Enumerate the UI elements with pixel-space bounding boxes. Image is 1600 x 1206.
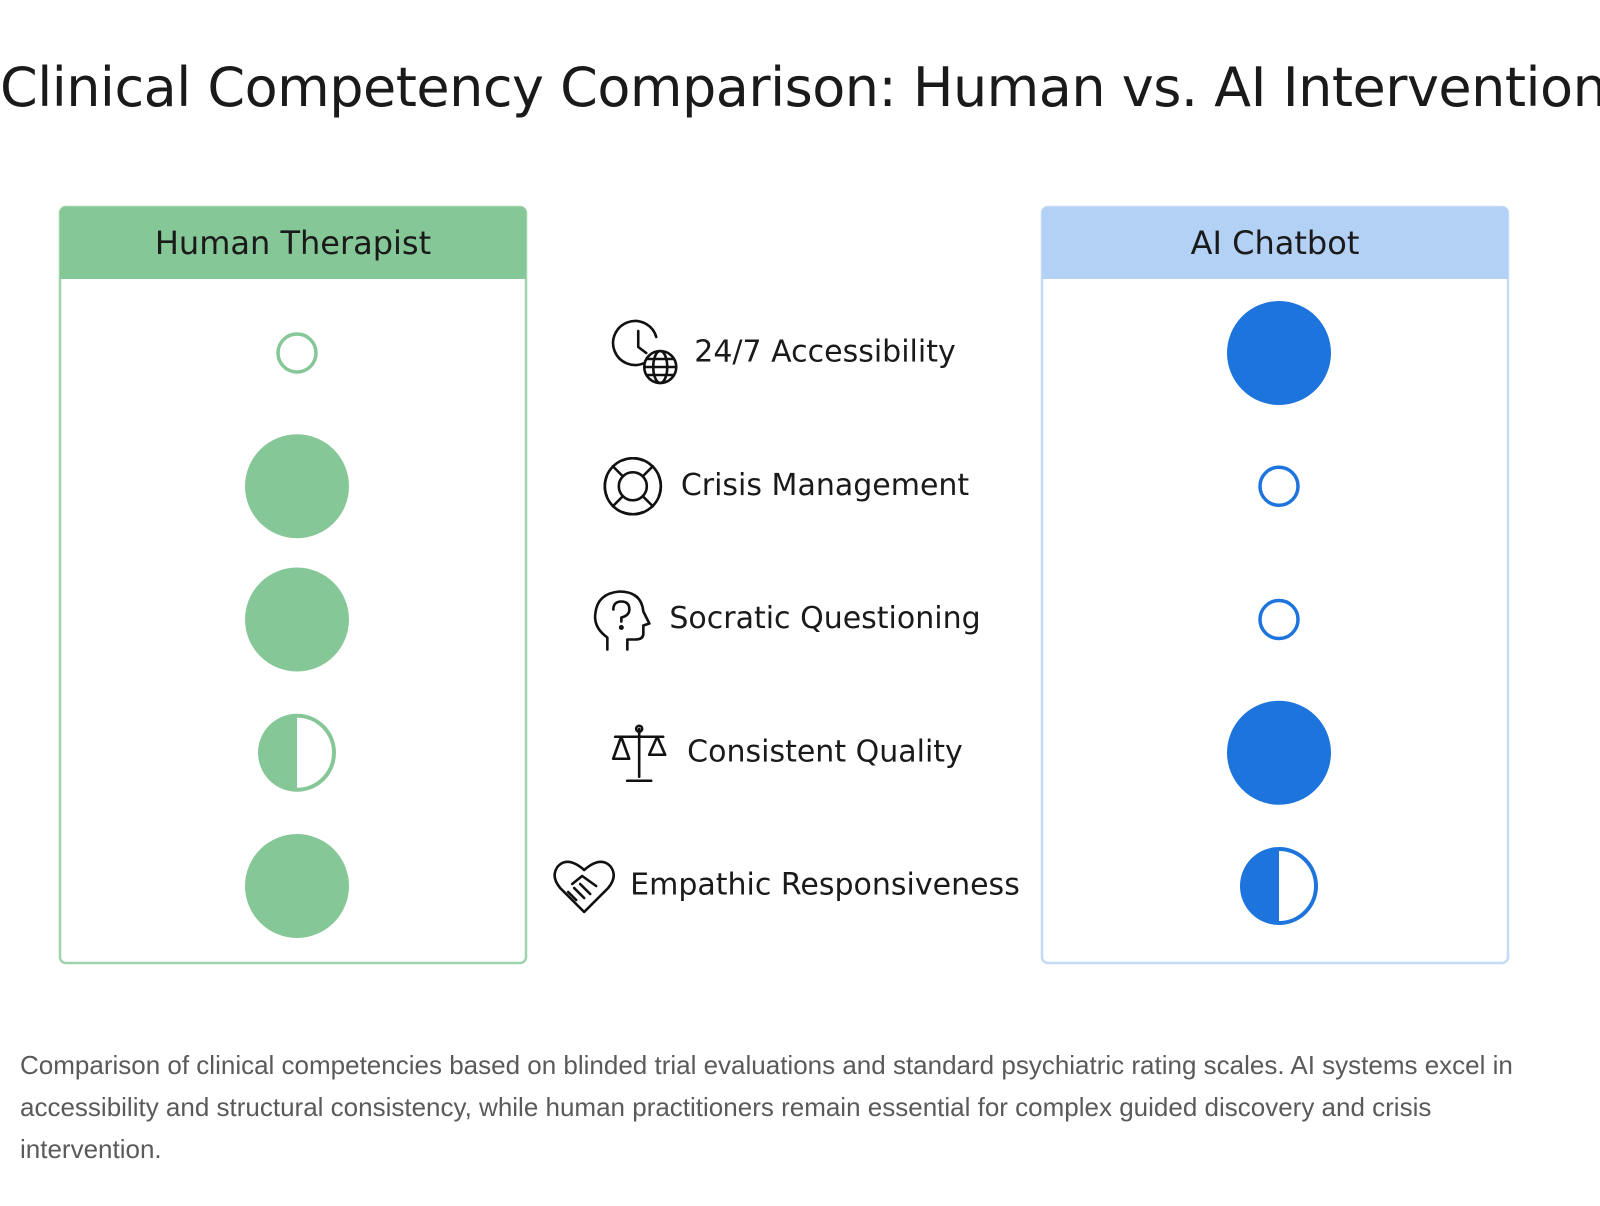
head-question-icon [593, 590, 651, 651]
criterion-label: 24/7 Accessibility [694, 335, 956, 370]
clock-globe-icon [611, 319, 678, 385]
heart-handshake-icon [553, 860, 615, 914]
rating-ball-fill [260, 715, 297, 790]
rating-ball [1258, 465, 1300, 507]
comparison-diagram: Human Therapist AI Chatbot 24/7 Accessibil… [58, 205, 1510, 965]
panel-header-label: AI Chatbot [1191, 224, 1360, 262]
caption: Comparison of clinical competencies base… [20, 1050, 1513, 1164]
panel-header [1042, 207, 1508, 279]
rating-ball [1227, 700, 1331, 805]
page-title: Clinical Competency Comparison: Human vs… [0, 56, 1600, 119]
rating-ball-fill [1242, 849, 1279, 923]
lifebuoy-icon [603, 456, 663, 516]
panel-header [60, 207, 526, 279]
criterion-label: Crisis Management [681, 468, 970, 503]
rating-ball [258, 713, 336, 792]
rating-ball [1240, 847, 1318, 925]
rating-ball [245, 834, 349, 938]
rating-ball [276, 332, 318, 374]
criterion-label: Consistent Quality [687, 734, 963, 769]
panel-header-label: Human Therapist [155, 224, 431, 262]
rating-ball [245, 434, 349, 539]
rating-ball [245, 567, 349, 672]
rating-ball [1258, 598, 1300, 641]
criterion-label: Socratic Questioning [669, 601, 980, 636]
rating-ball [1227, 301, 1331, 405]
scales-icon [611, 724, 667, 783]
criterion-label: Empathic Responsiveness [630, 868, 1020, 903]
